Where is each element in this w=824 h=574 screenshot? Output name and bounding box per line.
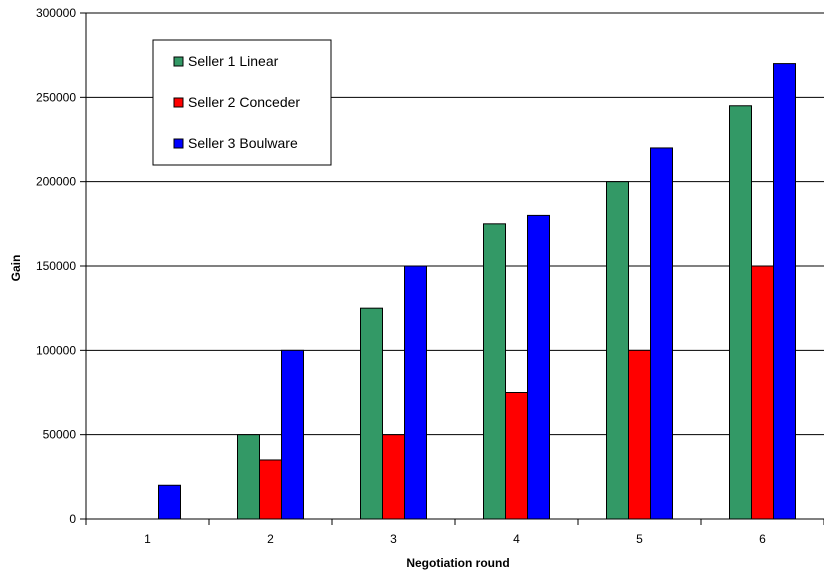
y-tick-label: 50000 bbox=[43, 428, 77, 442]
bar-seller-3-boulware-round-4 bbox=[527, 214, 550, 520]
legend: Seller 1 Linear Seller 2 Conceder Seller 3… bbox=[152, 39, 332, 166]
y-tick-label: 100000 bbox=[36, 343, 76, 357]
bar-seller-1-linear-round-4 bbox=[483, 223, 506, 520]
x-tick-label: 4 bbox=[513, 532, 520, 546]
legend-swatch bbox=[173, 56, 184, 67]
bar-seller-3-boulware-round-2 bbox=[281, 349, 304, 520]
axes bbox=[80, 12, 824, 525]
bar-seller-2-conceder-round-6 bbox=[751, 265, 774, 520]
y-tick-label: 0 bbox=[69, 512, 76, 526]
bar-seller-1-linear-round-3 bbox=[360, 307, 383, 520]
bar-seller-2-conceder-round-3 bbox=[382, 434, 405, 520]
x-tick-label: 6 bbox=[759, 532, 766, 546]
y-tick-label: 200000 bbox=[36, 175, 76, 189]
x-axis-title: Negotiation round bbox=[406, 556, 509, 570]
y-tick-label: 300000 bbox=[36, 6, 76, 20]
legend-swatch bbox=[173, 97, 184, 108]
bar-seller-2-conceder-round-5 bbox=[628, 349, 651, 520]
bar-seller-2-conceder-round-2 bbox=[259, 459, 282, 520]
legend-swatch bbox=[173, 138, 184, 149]
y-tick-labels: 0 50000 100000 150000 200000 250000 300000 bbox=[36, 6, 76, 526]
x-tick-labels: 1 2 3 4 5 6 bbox=[144, 532, 766, 546]
x-tick-label: 2 bbox=[267, 532, 274, 546]
y-axis-title: Gain bbox=[9, 255, 23, 282]
x-tick-label: 5 bbox=[636, 532, 643, 546]
bar-seller-3-boulware-round-6 bbox=[773, 63, 796, 520]
bar-seller-2-conceder-round-4 bbox=[505, 392, 528, 520]
legend-entry: Seller 3 Boulware bbox=[188, 135, 298, 151]
bar-seller-3-boulware-round-1 bbox=[158, 484, 181, 520]
bar-seller-1-linear-round-5 bbox=[606, 181, 629, 520]
bar-seller-1-linear-round-2 bbox=[237, 434, 260, 520]
bar-seller-1-linear-round-6 bbox=[729, 105, 752, 520]
x-tick-label: 1 bbox=[144, 532, 151, 546]
x-tick-label: 3 bbox=[390, 532, 397, 546]
legend-entry: Seller 1 Linear bbox=[188, 53, 279, 69]
bar-seller-3-boulware-round-5 bbox=[650, 147, 673, 520]
legend-entry: Seller 2 Conceder bbox=[188, 94, 300, 110]
y-tick-label: 150000 bbox=[36, 259, 76, 273]
bar-seller-3-boulware-round-3 bbox=[404, 265, 427, 520]
y-tick-label: 250000 bbox=[36, 90, 76, 104]
